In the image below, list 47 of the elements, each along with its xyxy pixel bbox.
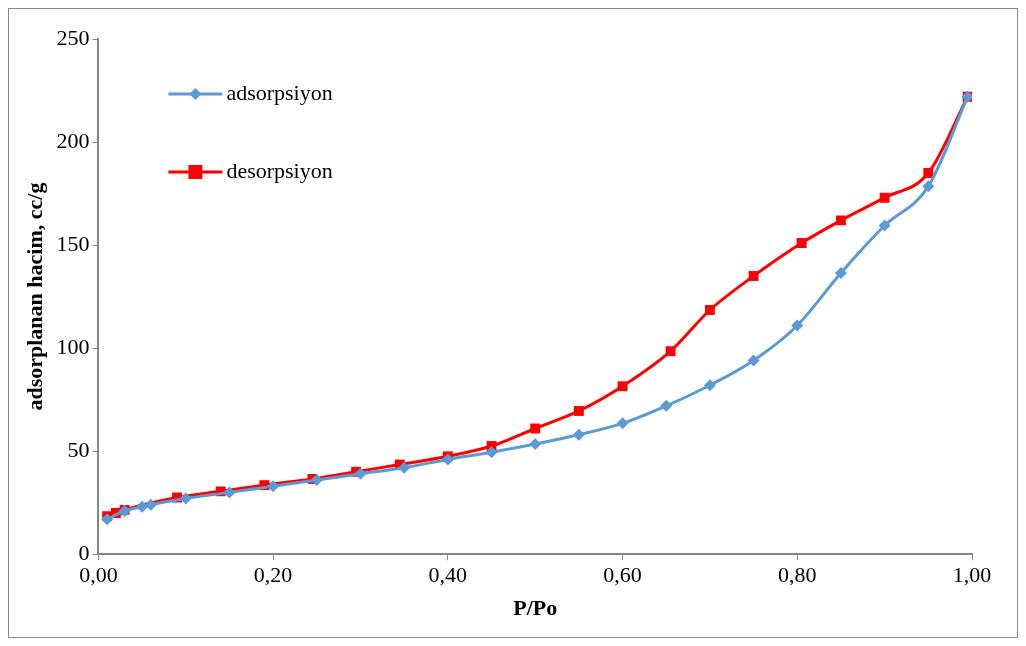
point <box>616 417 629 430</box>
point <box>796 238 807 248</box>
legend-label: adsorpsiyon <box>226 79 333 105</box>
y-tick-label: 50 <box>67 436 90 462</box>
point <box>101 513 114 526</box>
point <box>923 168 934 178</box>
point <box>354 467 367 480</box>
point <box>703 379 716 392</box>
y-tick-label: 100 <box>56 333 90 359</box>
x-tick-label: 0,60 <box>603 562 642 588</box>
point <box>398 461 411 474</box>
point <box>441 453 454 466</box>
x-tick-label: 0,40 <box>428 562 468 588</box>
point <box>572 428 585 441</box>
point <box>704 305 715 315</box>
y-tick-label: 200 <box>56 127 90 153</box>
point <box>223 486 236 499</box>
point <box>485 446 498 459</box>
y-tick-label: 150 <box>56 230 90 256</box>
point <box>878 219 891 232</box>
point <box>665 346 676 357</box>
x-tick-label: 1,00 <box>952 562 992 588</box>
y-tick-label: 0 <box>78 539 90 565</box>
point <box>530 423 541 434</box>
point <box>660 399 673 412</box>
point <box>144 498 157 511</box>
x-tick-label: 0,80 <box>778 562 817 588</box>
legend-label: desorpsiyon <box>226 157 333 183</box>
point <box>748 271 759 281</box>
point <box>791 319 804 332</box>
point <box>179 492 192 505</box>
y-axis-title: adsorplanan hacim, cc/g <box>21 182 47 411</box>
point <box>136 500 149 513</box>
point <box>836 215 846 226</box>
point <box>529 437 542 450</box>
point <box>573 406 584 416</box>
point <box>617 381 628 392</box>
point <box>267 480 280 493</box>
x-axis-title: P/Po <box>513 595 558 621</box>
point <box>879 192 890 203</box>
point <box>922 180 935 193</box>
x-tick-label: 0,00 <box>79 562 118 588</box>
point <box>834 266 847 279</box>
x-tick-label: 0,20 <box>253 562 293 588</box>
y-tick-label: 250 <box>56 24 90 50</box>
point <box>310 474 323 487</box>
point <box>747 354 760 367</box>
